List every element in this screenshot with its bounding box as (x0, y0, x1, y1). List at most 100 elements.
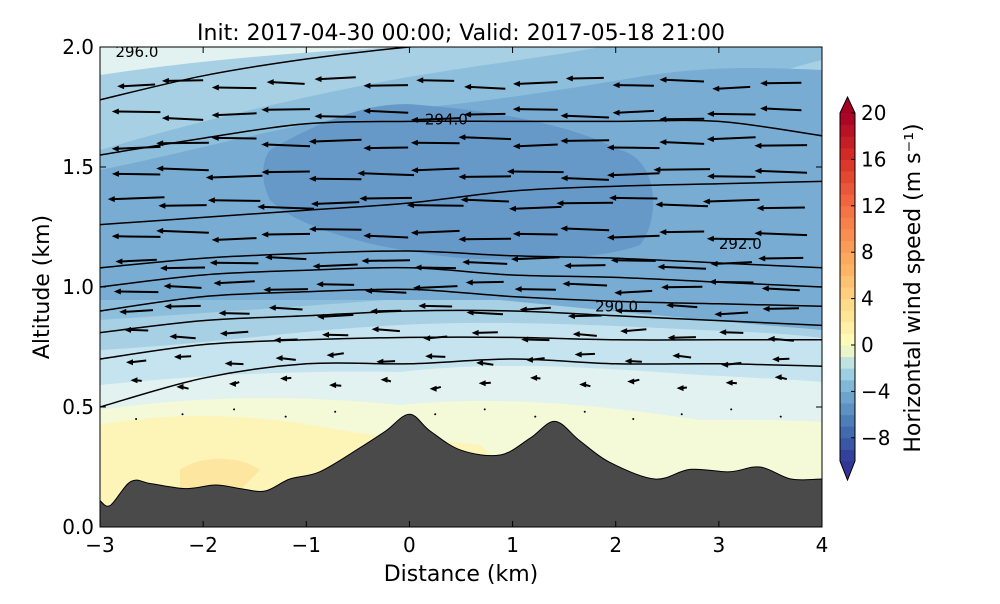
arrow-shaft (615, 259, 656, 262)
arrow-shaft (319, 76, 356, 81)
wind-vector-arrow (370, 308, 402, 315)
wind-vector-arrow (124, 326, 149, 333)
wind-vector-arrow (181, 413, 184, 416)
wind-vector-arrow (483, 408, 486, 411)
wind-vector-arrow (322, 331, 349, 338)
arrow-head (614, 289, 622, 296)
arrow-head (312, 263, 320, 270)
wind-vector-arrow (756, 205, 805, 212)
arrow-shaft (767, 307, 799, 310)
wind-vector-arrow (779, 415, 782, 418)
wind-vector-arrow (314, 113, 356, 120)
wind-vector-arrow (207, 197, 261, 204)
colorbar-segment (840, 124, 855, 137)
wind-vector-arrow (762, 305, 799, 312)
wind-vector-arrow (380, 376, 392, 383)
arrow-head (418, 302, 426, 309)
arrow-head (156, 165, 164, 172)
wind-vector-arrow (423, 335, 448, 342)
arrow-shaft (463, 175, 511, 178)
arrow-shaft (517, 81, 558, 85)
arrow-head (655, 201, 663, 208)
wind-vector-dot (284, 415, 287, 418)
wind-vector-arrow (478, 380, 491, 387)
isentrope-line (100, 309, 822, 334)
arrow-head (326, 352, 334, 359)
arrow-shaft (161, 167, 209, 172)
wind-vector-arrow (434, 413, 437, 416)
arrow-head (117, 83, 125, 90)
colorbar-segment (840, 368, 855, 381)
arrow-head (308, 226, 316, 233)
arrow-head (130, 377, 138, 384)
arrow-head (714, 311, 722, 318)
arrow-shaft (370, 289, 407, 294)
wind-vector-arrow (357, 170, 415, 177)
wind-vector-arrow (257, 203, 315, 210)
wind-vector-arrow (213, 280, 255, 287)
arrow-head (124, 326, 132, 333)
arrow-head (410, 139, 418, 146)
wind-vector-arrow (754, 230, 808, 237)
wind-vector-arrow (363, 107, 409, 114)
arrow-shaft (711, 112, 756, 116)
wind-vector-arrow (219, 330, 249, 337)
arrow-head (205, 174, 213, 181)
wind-vector-arrow (312, 263, 358, 270)
arrow-shaft (381, 360, 396, 363)
colorbar-segment (840, 252, 855, 265)
plot-area: 296.0 294.0 292.0 290.0 (100, 47, 822, 527)
arrow-head (465, 279, 473, 286)
wind-vector-arrow (280, 375, 292, 382)
wind-vector-arrow (410, 229, 460, 236)
colorbar-segment (840, 263, 855, 276)
arrow-shaft (765, 81, 802, 85)
x-tick-label: −1 (292, 533, 321, 557)
wind-vector-arrow (261, 231, 311, 238)
arrow-shaft (711, 237, 756, 241)
arrow-head (659, 229, 667, 236)
arrow-shaft (416, 167, 460, 172)
wind-vector-arrow (316, 281, 355, 288)
arrow-head (228, 380, 236, 387)
wind-vector-arrow (767, 335, 794, 342)
arrow-shaft (725, 361, 742, 366)
arrow-shaft (116, 235, 161, 238)
arrow-head (476, 359, 484, 366)
wind-vector-arrow (176, 383, 189, 390)
arrow-shaft (321, 313, 354, 318)
arrow-head (410, 116, 418, 123)
arrow-head (458, 236, 466, 243)
wind-vector-arrow (284, 415, 287, 418)
arrow-shaft (411, 204, 464, 207)
arrow-head (512, 143, 520, 150)
wind-vector-arrow (632, 418, 635, 420)
arrow-shaft (471, 311, 504, 316)
arrow-head (316, 313, 324, 320)
wind-vector-arrow (706, 136, 756, 143)
wind-vector-arrow (714, 311, 749, 318)
arrow-head (311, 200, 319, 207)
arrow-head (606, 172, 614, 179)
colorbar-tick-label: 12 (861, 194, 886, 218)
colorbar: 20 16 12 8 4 0 −4 −8 (839, 95, 890, 482)
arrow-head (224, 360, 232, 367)
wind-vector-arrow (615, 307, 652, 314)
wind-vector-arrow (510, 256, 560, 263)
arrow-shaft (118, 290, 159, 294)
arrow-shaft (376, 328, 400, 333)
arrow-shaft (759, 144, 808, 147)
arrow-shaft (268, 288, 308, 291)
wind-vector-arrow (376, 358, 396, 365)
wind-vector-arrow (659, 116, 705, 123)
colorbar-segment (840, 147, 855, 160)
wind-vector-arrow (614, 289, 653, 296)
arrow-shaft (216, 136, 257, 140)
wind-vector-arrow (464, 111, 506, 118)
wind-vector-arrow (163, 283, 202, 290)
x-axis-label: Distance (km) (384, 562, 539, 587)
arrow-head (708, 278, 716, 285)
arrow-head (211, 84, 219, 91)
x-tick-label: 4 (816, 533, 829, 557)
x-tick-label: 2 (609, 533, 622, 557)
